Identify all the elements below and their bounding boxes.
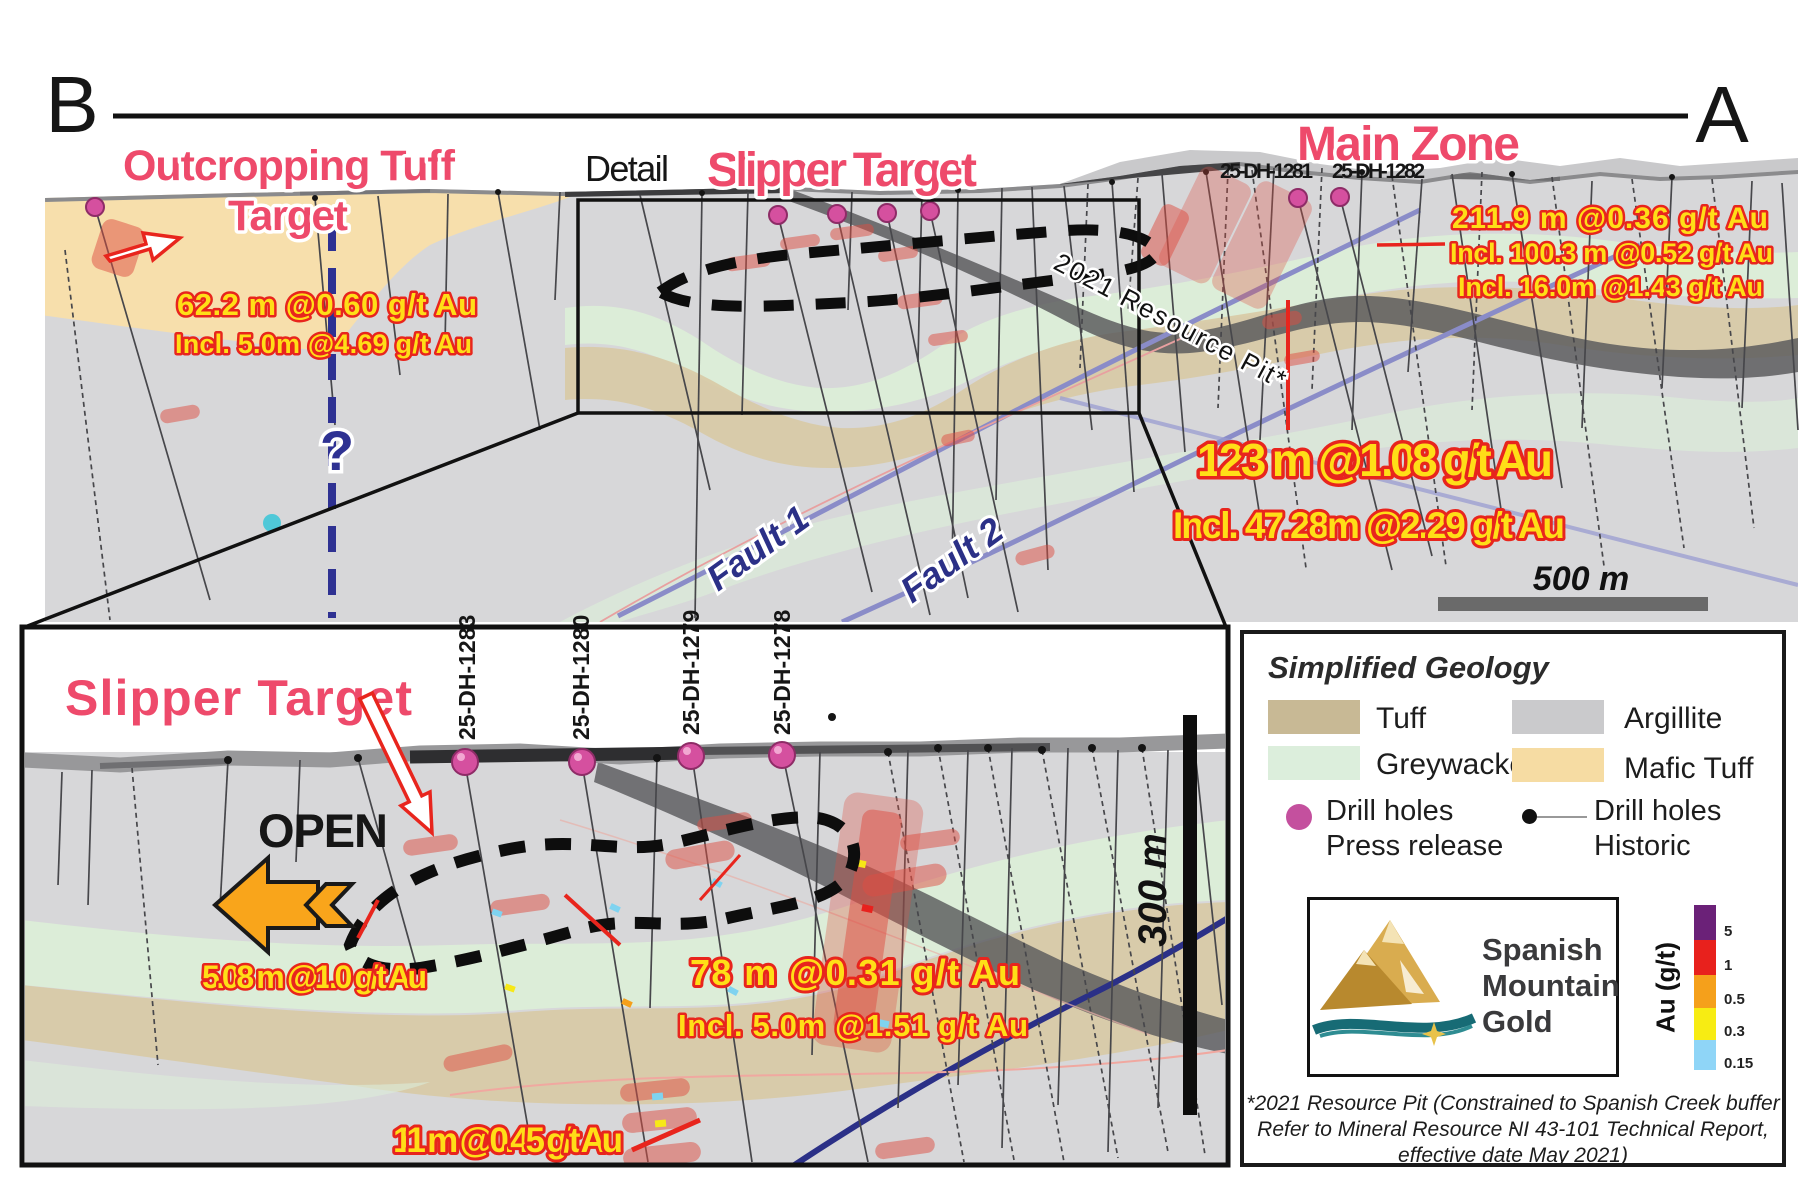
inset-scale-label: 300 m xyxy=(1131,833,1175,946)
legend-label-argillite: Argillite xyxy=(1624,702,1723,735)
logo-line2: Mountain xyxy=(1482,968,1620,1003)
question-mark: ? xyxy=(320,419,354,482)
main-zone-result-3: Incl. 16.0m @1.43 g/t Au xyxy=(1458,272,1763,302)
inset-result-3: 11 m @0.45 g/t Au xyxy=(393,1121,623,1160)
drill-hole-traces-main xyxy=(64,167,1799,621)
drill-hole-label-1281: 25-DH-1281 xyxy=(1220,160,1313,183)
outcropping-result: 62.2 m @0.60 g/t Au xyxy=(177,287,477,322)
company-logo: Spanish Mountain Gold xyxy=(1307,897,1620,1077)
outcropping-arrow-icon xyxy=(103,230,185,264)
slipper-pointer-arrow-icon xyxy=(357,690,434,838)
main-scale-label: 500 m xyxy=(1533,560,1629,598)
inset-scale-bar xyxy=(1183,715,1197,1115)
legend-panel: Simplified Geology Tuff Argillite Greywa… xyxy=(1240,630,1786,1167)
slipper-target-outline-main xyxy=(649,224,1165,312)
inset-result-2-incl: Incl. 5.0m @1.51 g/t Au xyxy=(678,1008,1028,1043)
detail-label: Detail xyxy=(585,148,669,189)
slipper-target-outline-inset xyxy=(343,811,861,976)
main-zone-leader-line xyxy=(1376,242,1446,247)
fault-1-line xyxy=(616,207,1422,619)
resource-pit-shell-inset xyxy=(594,762,1225,1054)
au-seg-1 xyxy=(1694,940,1716,975)
historic-dot-icon xyxy=(1522,809,1537,824)
au-tick-015: 0.15 xyxy=(1724,1055,1754,1072)
inset-result-2: 78 m @0.31 g/t Au xyxy=(690,952,1020,993)
outcropping-result-incl: Incl. 5.0m @4.69 g/t Au xyxy=(175,329,472,359)
legend-swatch-greywacke xyxy=(1268,746,1360,780)
legend-press-line2: Press release xyxy=(1326,830,1504,862)
section-marker-b: B xyxy=(45,60,98,149)
legend-swatch-argillite xyxy=(1512,700,1604,734)
inset-cross-section: 300 m Slipper Target OPEN 25-DH-1283 25-… xyxy=(19,610,1231,1168)
drill-hole-label-1282: 25-DH-1282 xyxy=(1332,160,1425,183)
footnote-line1: *2021 Resource Pit (Constrained to Spani… xyxy=(1246,1092,1780,1139)
outcropping-target-title-line1: Outcropping Tuff xyxy=(123,142,456,190)
main-zone-highlight-result: 123 m @1.08 g/t Au xyxy=(1197,434,1553,486)
logo-mountain-icon xyxy=(1312,920,1477,1046)
footnote-line3: effective date May 2021) xyxy=(1398,1144,1628,1167)
au-tick-03: 0.3 xyxy=(1724,1023,1745,1040)
resource-pit-shell xyxy=(786,190,1798,379)
drill-hole-label-1283: 25-DH-1283 xyxy=(454,615,480,740)
main-zone-title: Main Zone xyxy=(1297,118,1520,171)
detail-connector-left xyxy=(24,411,579,629)
legend-title: Simplified Geology xyxy=(1268,650,1549,685)
legend-label-tuff: Tuff xyxy=(1376,702,1427,735)
cyan-marker-dot xyxy=(263,514,281,532)
au-seg-5 xyxy=(1694,905,1716,940)
leader-11 xyxy=(630,1117,702,1153)
open-arrow-icon xyxy=(211,853,357,957)
detail-rectangle[interactable] xyxy=(576,198,1141,415)
mineralized-intercepts-inset xyxy=(403,792,960,1163)
drill-hole-label-1279: 25-DH-1279 xyxy=(678,610,704,735)
inset-border xyxy=(19,624,1231,1168)
au-seg-015 xyxy=(1694,1040,1716,1070)
au-color-scale: 5 1 0.5 0.3 0.15 xyxy=(1694,905,1753,1072)
detail-connector-right xyxy=(1137,412,1228,628)
legend-historic-line2: Historic xyxy=(1594,830,1691,862)
legend-label-greywacke: Greywacke xyxy=(1376,748,1527,781)
au-tick-05: 0.5 xyxy=(1724,991,1745,1008)
section-marker-a: A xyxy=(1695,70,1749,159)
legend-label-mafic-tuff: Mafic Tuff xyxy=(1624,752,1754,785)
press-release-collars-inset xyxy=(451,741,796,776)
main-zone-highlight-incl: Incl. 47.28m @2.29 g/t Au xyxy=(1173,505,1565,546)
main-scale-bar xyxy=(1438,597,1708,611)
historic-line-icon xyxy=(1537,816,1587,818)
footnote-line2: Refer to Mineral Resource NI 43-101 Tech… xyxy=(1257,1118,1769,1141)
drill-hole-label-1280: 25-DH-1280 xyxy=(568,615,594,740)
slipper-target-title-inset: Slipper Target xyxy=(65,670,412,726)
press-release-collars-main xyxy=(85,187,1350,225)
main-zone-result-2: Incl. 100.3 m @0.52 g/t Au xyxy=(1450,238,1773,268)
mineralized-intercepts-main xyxy=(91,166,1320,566)
au-scale-label: Au (g/t) xyxy=(1650,942,1681,1033)
au-tick-1: 1 xyxy=(1724,957,1733,974)
legend-swatch-tuff xyxy=(1268,700,1360,734)
outcropping-target-title-line2: Target xyxy=(228,192,348,240)
au-tick-5: 5 xyxy=(1724,923,1733,940)
au-seg-03 xyxy=(1694,1008,1716,1040)
open-label: OPEN xyxy=(258,804,388,857)
logo-line3: Gold xyxy=(1482,1004,1553,1039)
slipper-target-title-main: Slipper Target xyxy=(707,144,977,197)
au-seg-05 xyxy=(1694,975,1716,1008)
leader-5-08 xyxy=(356,899,380,939)
inset-result-1: 5.08 m @1.0 g/t Au xyxy=(202,959,427,995)
leader-78 xyxy=(563,893,622,947)
fault-2-line xyxy=(840,242,1642,622)
main-cross-section: ? B A Outcropping Tuff Target 62.2 m @0.… xyxy=(24,60,1799,629)
legend-historic-line1: Drill holes xyxy=(1594,795,1722,827)
legend-press-line1: Drill holes xyxy=(1326,795,1454,827)
press-release-dot-icon xyxy=(1286,804,1312,830)
logo-line1: Spanish xyxy=(1482,932,1603,967)
drill-hole-label-1278: 25-DH-1278 xyxy=(769,610,795,735)
main-zone-result-1: 211.9 m @0.36 g/t Au xyxy=(1452,202,1768,235)
leader-78b xyxy=(698,854,742,901)
legend-swatch-mafic-tuff xyxy=(1512,748,1604,782)
